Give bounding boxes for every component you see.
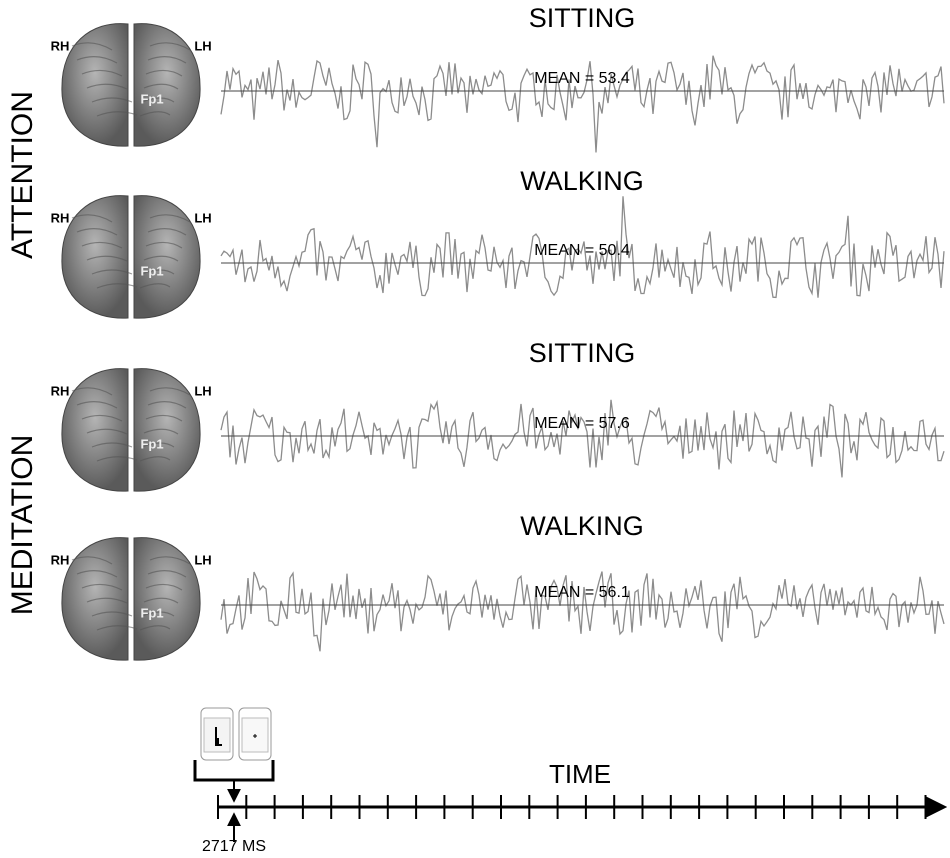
hemisphere-label: RH xyxy=(51,38,70,53)
mean-label: MEAN = 50.4 xyxy=(534,242,630,259)
panel-title: SITTING xyxy=(529,3,636,33)
hemisphere-label: LH xyxy=(194,552,211,567)
mean-label: MEAN = 53.4 xyxy=(534,70,630,87)
brain-hemisphere xyxy=(62,24,128,147)
hemisphere-label: LH xyxy=(194,38,211,53)
hemisphere-label: RH xyxy=(51,383,70,398)
figure: ATTENTION MEDITATION RH LH Fp1 SITTING MEAN … xyxy=(0,0,950,858)
start-label: 2717 MS xyxy=(202,838,266,855)
panel-title: WALKING xyxy=(520,166,644,196)
hemisphere-label: LH xyxy=(194,210,211,225)
bracket xyxy=(195,760,273,780)
panel-title: SITTING xyxy=(529,338,636,368)
electrode-label: Fp1 xyxy=(140,91,163,106)
row-label: MEDITATION xyxy=(6,435,39,616)
panels: RH LH Fp1 SITTING MEAN = 53.4 RH LH Fp1 WALKING M… xyxy=(51,3,944,660)
mean-label: MEAN = 56.1 xyxy=(534,584,630,601)
brain-hemisphere xyxy=(62,369,128,492)
hemisphere-label: LH xyxy=(194,383,211,398)
hemisphere-label: RH xyxy=(51,552,70,567)
electrode-label: Fp1 xyxy=(140,263,163,278)
timeline: TIME 2717 MS xyxy=(195,708,943,855)
mean-label: MEAN = 57.6 xyxy=(534,415,630,432)
row-label: ATTENTION xyxy=(6,91,39,259)
electrode-label: Fp1 xyxy=(140,436,163,451)
hemisphere-label: RH xyxy=(51,210,70,225)
brain-hemisphere xyxy=(62,196,128,319)
brain-hemisphere xyxy=(62,538,128,661)
time-label: TIME xyxy=(549,759,611,789)
panel-title: WALKING xyxy=(520,511,644,541)
eeg-trace xyxy=(221,400,944,478)
electrode-label: Fp1 xyxy=(140,605,163,620)
